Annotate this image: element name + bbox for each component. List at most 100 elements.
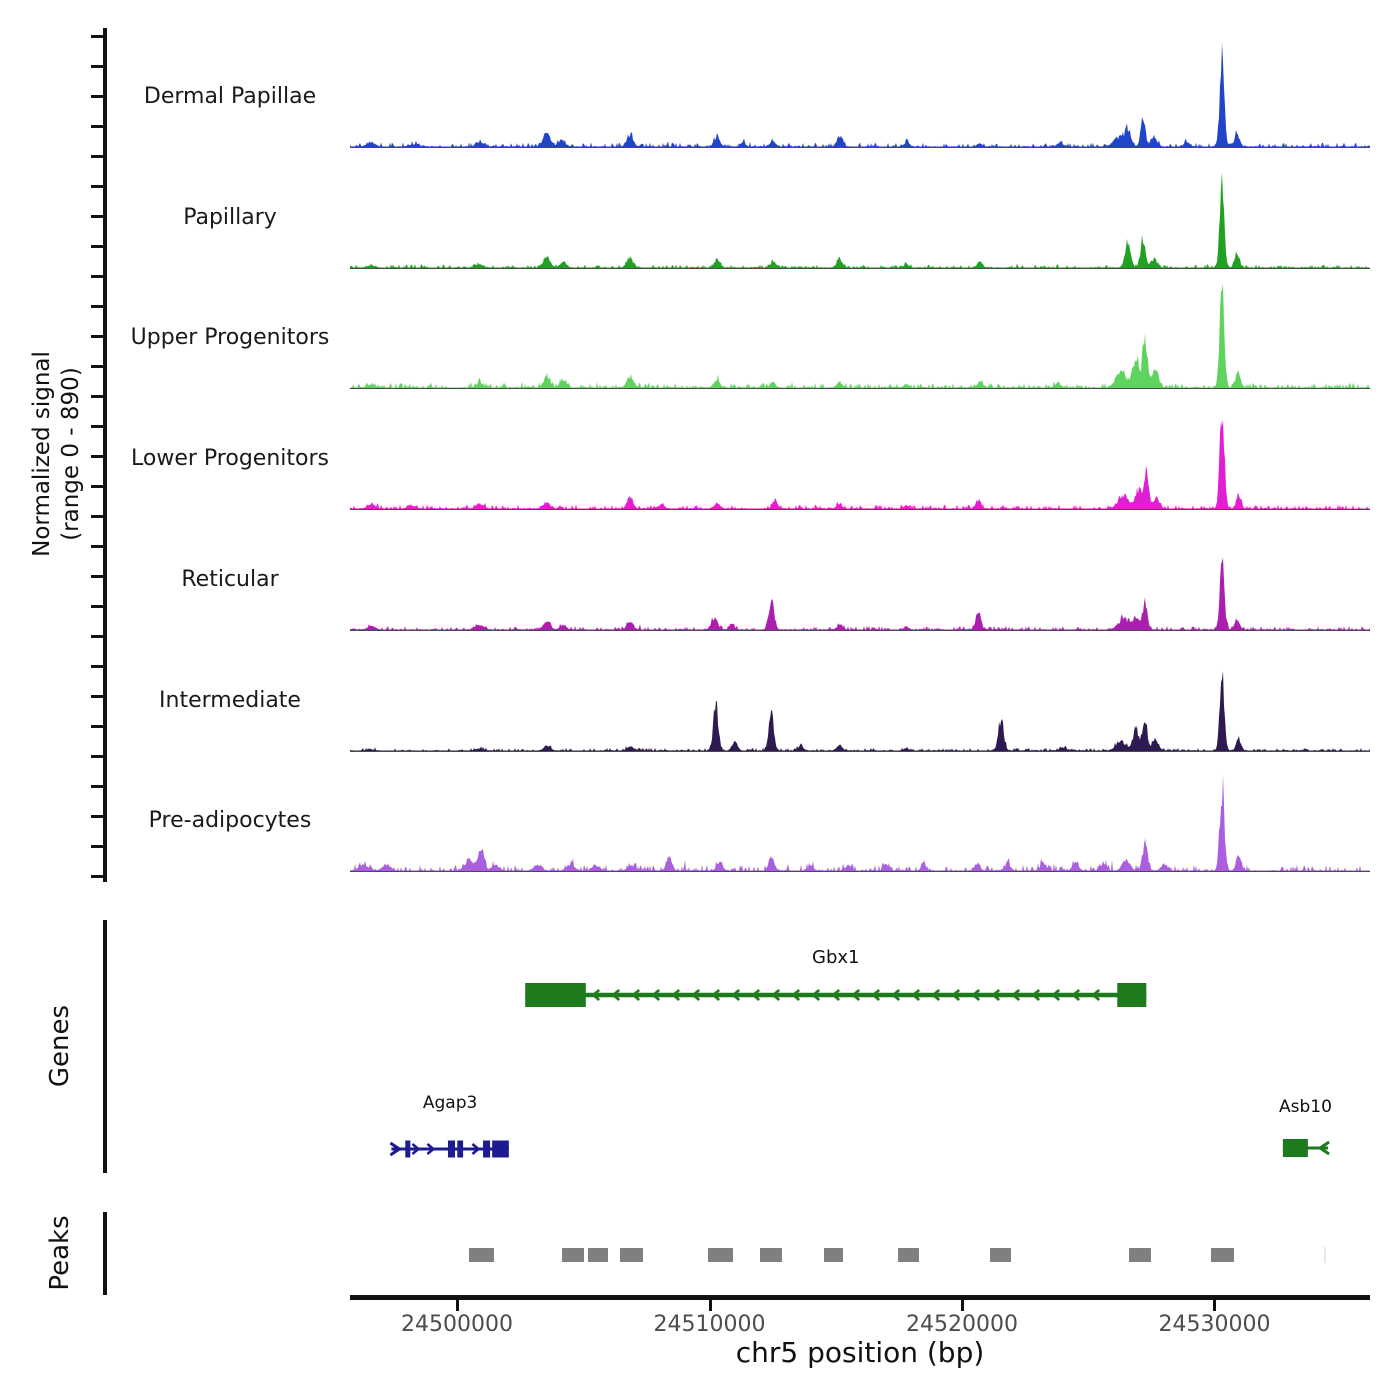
gene-strand-arrow-gbx1 [1091, 989, 1101, 1001]
signal-area-7 [350, 774, 1370, 872]
track-label-dermal-papillae: Dermal Papillae [143, 84, 317, 109]
signal-area-5 [350, 557, 1370, 631]
peaks-axis-line [103, 1212, 107, 1295]
x-axis-tick [456, 1299, 460, 1311]
track-label-papillary: Papillary [183, 205, 277, 230]
x-axis-line [350, 1295, 1370, 1300]
signal-area-3 [350, 283, 1370, 389]
signal-y-tick [91, 275, 103, 278]
gene-strand-arrow-gbx1 [611, 989, 621, 1001]
track-baseline-6 [350, 751, 1370, 752]
gene-strand-arrow-gbx1 [811, 989, 821, 1001]
track-baseline-1 [350, 147, 1370, 148]
gene-strand-arrow-gbx1 [911, 989, 921, 1001]
gene-label-agap3: Agap3 [422, 1093, 478, 1113]
x-axis-tick-label: 24510000 [653, 1312, 766, 1337]
signal-y-tick [91, 785, 103, 788]
signal-area-6 [350, 670, 1370, 752]
x-axis-title: chr5 position (bp) [735, 1336, 985, 1369]
x-axis-tick-label: 24500000 [401, 1312, 514, 1337]
track-label-lower-progenitors: Lower Progenitors [131, 446, 329, 471]
gene-strand-arrow-gbx1 [931, 989, 941, 1001]
signal-y-tick [91, 185, 103, 188]
gene-strand-arrow-agap3 [471, 1143, 481, 1155]
peak-region-box [708, 1248, 733, 1262]
peak-region-box [620, 1248, 644, 1262]
gene-label-gbx1: Gbx1 [812, 947, 860, 968]
signal-track-1 [350, 42, 1370, 148]
gene-strand-arrow-gbx1 [591, 989, 601, 1001]
gene-strand-arrow-gbx1 [1031, 989, 1041, 1001]
peak-region-box [1210, 1248, 1234, 1262]
gene-strand-arrow-gbx1 [891, 989, 901, 1001]
gene-strand-arrow-gbx1 [711, 989, 721, 1001]
signal-y-tick [91, 725, 103, 728]
signal-y-tick [91, 455, 103, 458]
peak-region-box [1128, 1248, 1152, 1262]
peak-region-box [823, 1248, 844, 1262]
gene-strand-arrow-gbx1 [671, 989, 681, 1001]
signal-track-2 [350, 172, 1370, 269]
signal-y-tick [91, 545, 103, 548]
signal-y-tick [91, 395, 103, 398]
signal-y-tick [91, 575, 103, 578]
track-baseline-5 [350, 630, 1370, 631]
peak-region-box [760, 1248, 782, 1262]
signal-y-tick [91, 35, 103, 38]
track-baseline-7 [350, 871, 1370, 872]
signal-y-tick [91, 305, 103, 308]
gene-exon-agap3 [492, 1140, 509, 1158]
gene-exon-agap3 [457, 1140, 464, 1158]
signal-y-tick [91, 695, 103, 698]
signal-y-axis-line [103, 28, 107, 882]
signal-track-5 [350, 557, 1370, 631]
signal-area-1 [350, 42, 1370, 148]
gene-exon-agap3 [483, 1140, 491, 1158]
signal-y-tick [91, 335, 103, 338]
gene-start-arrow-agap3 [389, 1141, 403, 1157]
gene-strand-arrow-gbx1 [691, 989, 701, 1001]
gene-strand-arrow-gbx1 [851, 989, 861, 1001]
gene-strand-arrow-gbx1 [751, 989, 761, 1001]
signal-y-tick [91, 485, 103, 488]
x-axis-tick [1213, 1299, 1217, 1311]
peak-region-box [588, 1248, 609, 1262]
signal-y-tick [91, 665, 103, 668]
signal-track-4 [350, 419, 1370, 510]
signal-y-tick [91, 155, 103, 158]
signal-area-4 [350, 419, 1370, 510]
track-baseline-2 [350, 268, 1370, 269]
signal-y-tick [91, 635, 103, 638]
gene-exon-gbx1 [525, 983, 586, 1007]
signal-y-tick [91, 95, 103, 98]
signal-y-tick [91, 425, 103, 428]
gene-label-asb10: Asb10 [1279, 1097, 1332, 1117]
signal-y-tick [91, 845, 103, 848]
x-axis-tick-label: 24520000 [906, 1312, 1018, 1337]
signal-y-tick [91, 65, 103, 68]
signal-y-tick [91, 755, 103, 758]
peak-region-faint [1323, 1247, 1327, 1263]
gene-strand-arrow-agap3 [411, 1143, 421, 1155]
genes-axis-line [103, 920, 107, 1173]
peak-region-box [990, 1248, 1011, 1262]
signal-y-tick [91, 365, 103, 368]
gene-strand-arrow-gbx1 [731, 989, 741, 1001]
gene-exon-agap3 [405, 1140, 411, 1158]
gene-end-arrow-asb10 [1317, 1140, 1330, 1156]
signal-area-2 [350, 172, 1370, 269]
gene-strand-arrow-gbx1 [971, 989, 981, 1001]
gene-strand-arrow-gbx1 [951, 989, 961, 1001]
peak-region-box [898, 1248, 920, 1262]
gene-exon-gbx1 [1117, 983, 1147, 1007]
gene-strand-arrow-gbx1 [1051, 989, 1061, 1001]
x-axis-tick-label: 24530000 [1158, 1312, 1271, 1337]
track-baseline-3 [350, 388, 1370, 389]
track-label-pre-adipocytes: Pre-adipocytes [148, 808, 312, 833]
gene-strand-arrow-gbx1 [1011, 989, 1021, 1001]
track-label-intermediate: Intermediate [159, 688, 301, 713]
gene-exon-agap3 [447, 1140, 456, 1158]
signal-track-6 [350, 670, 1370, 752]
